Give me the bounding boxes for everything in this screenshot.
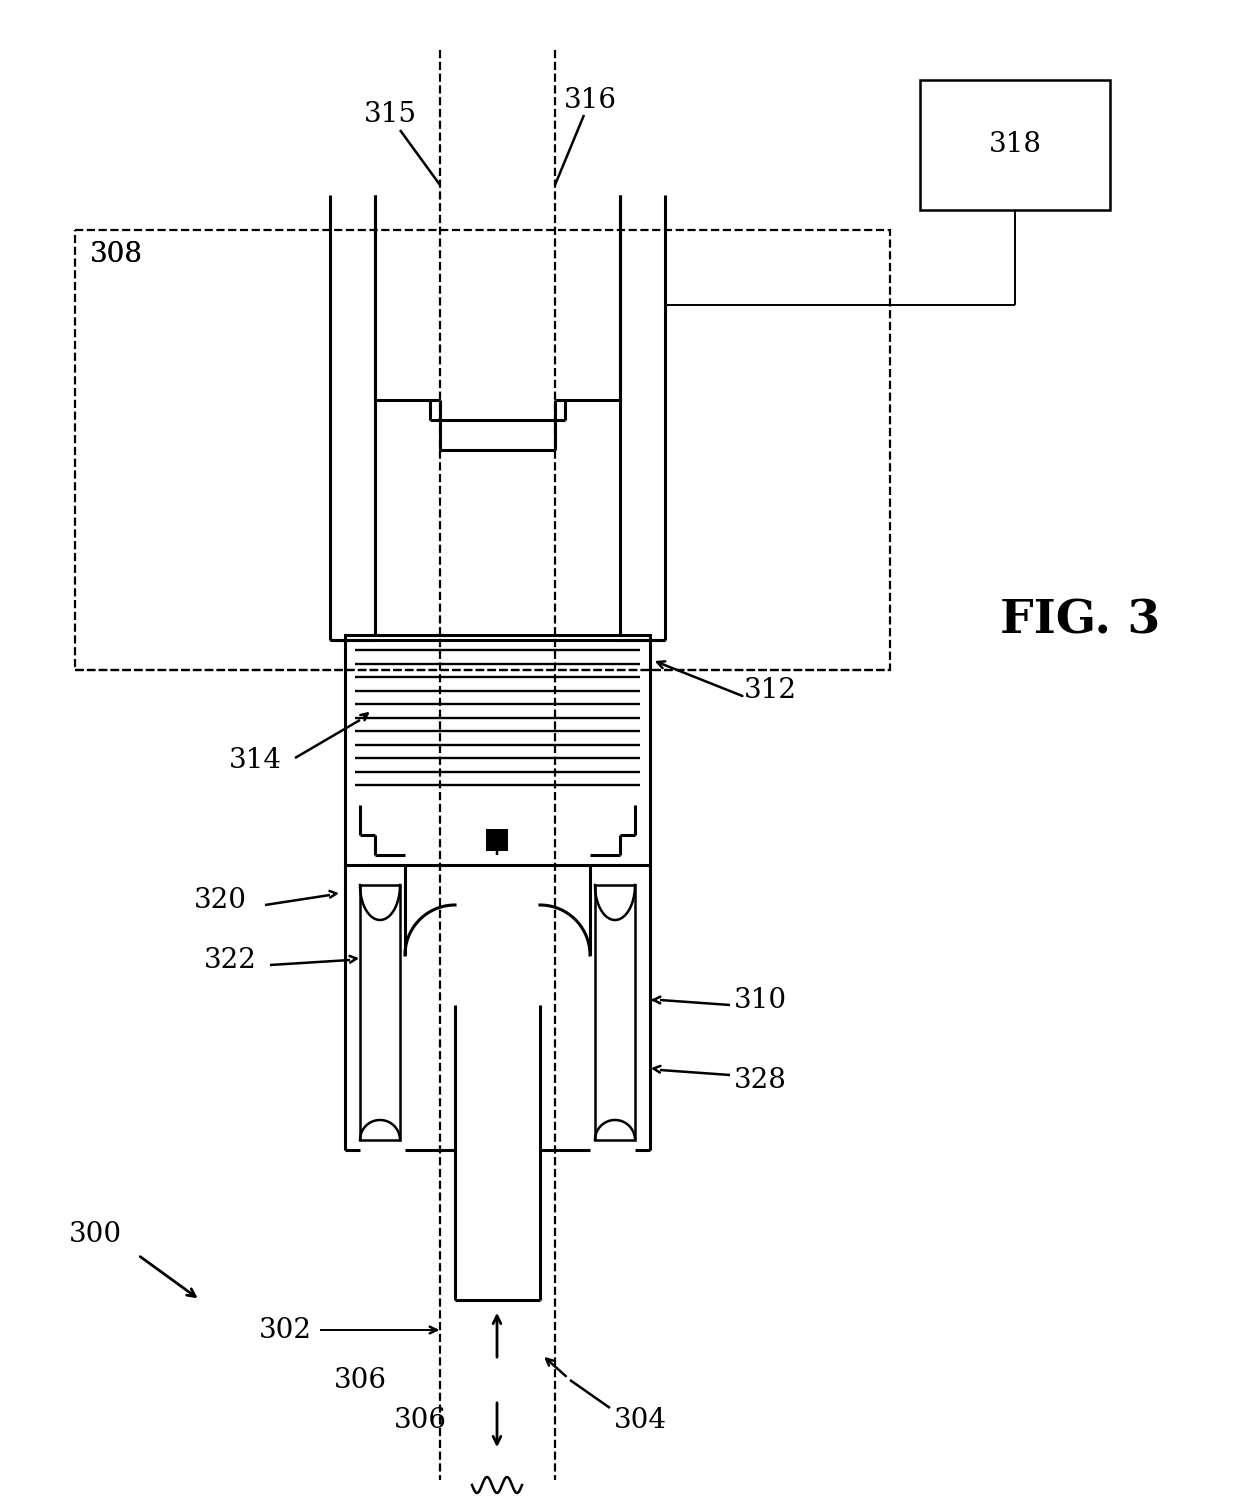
Text: 306: 306 [393,1407,446,1434]
Text: 300: 300 [68,1221,122,1248]
FancyBboxPatch shape [487,830,507,851]
Text: 318: 318 [988,131,1042,159]
Text: 302: 302 [258,1316,311,1343]
Text: 312: 312 [744,677,796,704]
Text: 322: 322 [203,946,257,973]
Text: 315: 315 [363,101,417,128]
Text: 310: 310 [733,987,786,1014]
Text: 304: 304 [614,1407,667,1434]
Text: 308: 308 [91,242,143,269]
Text: 308: 308 [91,242,143,269]
Text: 306: 306 [334,1366,387,1393]
Text: FIG. 3: FIG. 3 [999,597,1161,644]
Text: 328: 328 [734,1067,786,1094]
Text: 316: 316 [563,86,616,113]
Text: 320: 320 [193,887,247,914]
Text: 314: 314 [228,746,281,774]
